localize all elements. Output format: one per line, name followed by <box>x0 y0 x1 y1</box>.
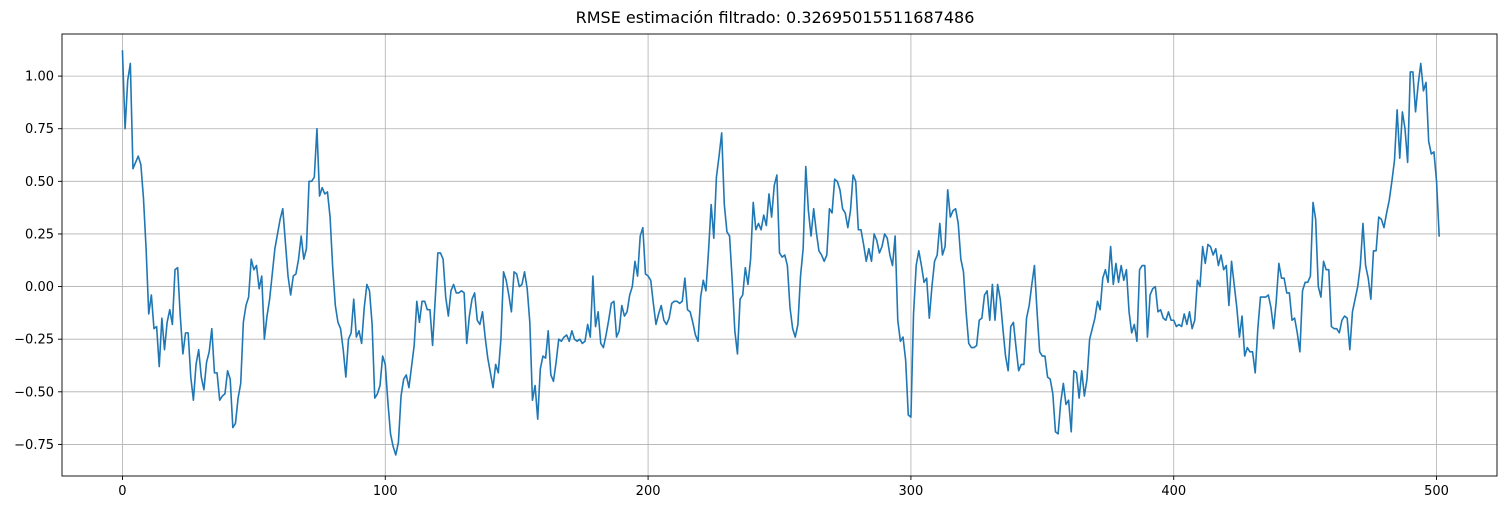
y-tick-label: 0.25 <box>25 227 54 242</box>
x-tick-label: 0 <box>118 484 126 499</box>
x-tick-label: 400 <box>1161 484 1186 499</box>
x-tick-label: 200 <box>636 484 661 499</box>
series-line-0 <box>121 50 1440 456</box>
series-layer <box>121 50 1440 456</box>
grid <box>62 34 1497 476</box>
y-tick-label: 0.50 <box>25 175 54 190</box>
x-tick-label: 100 <box>373 484 398 499</box>
plot-frame <box>61 33 1498 477</box>
y-tick-label: 0.75 <box>25 122 54 137</box>
y-tick-label: −0.50 <box>14 385 54 400</box>
y-tick-label: −0.25 <box>14 333 54 348</box>
x-tick-label: 300 <box>898 484 923 499</box>
axes: 0 100 200 300 400 500 1.00 0.75 0.50 0.25 0.00 −0.2… <box>14 33 1498 499</box>
y-tick-label: 1.00 <box>25 70 54 85</box>
y-tick-label: 0.00 <box>25 280 54 295</box>
y-tick-label: −0.75 <box>14 438 54 453</box>
x-tick-label: 500 <box>1424 484 1449 499</box>
chart-title: RMSE estimación filtrado: 0.326950155116… <box>576 8 975 27</box>
